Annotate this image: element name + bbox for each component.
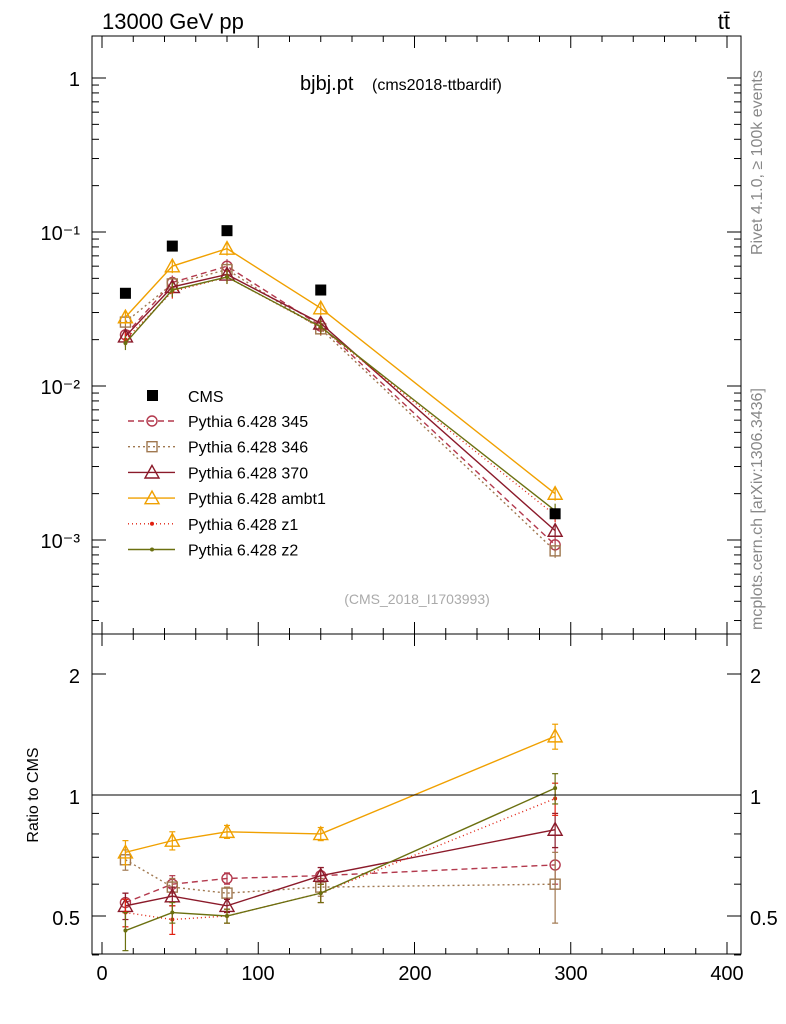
legend-entry-series-4: Pythia 6.428 z1 <box>128 517 298 534</box>
series-2-ratio-point <box>164 887 181 903</box>
legend-marker-cms <box>147 390 158 401</box>
y-tick-label-1: 1 <box>69 69 80 91</box>
series-5-ratio-point <box>225 914 229 918</box>
x-tick-label-100: 100 <box>241 963 274 985</box>
legend-label-series-0: Pythia 6.428 345 <box>188 414 308 431</box>
series-3-point <box>218 240 236 255</box>
series-3-ratio-point <box>546 727 564 743</box>
cms-data-point <box>315 284 327 296</box>
legend-label-cms: CMS <box>188 389 224 406</box>
series-3-point <box>312 299 329 315</box>
legend-entry-series-0: Pythia 6.428 345 <box>128 414 308 431</box>
legend-label-series-4: Pythia 6.428 z1 <box>188 517 298 534</box>
legend-series-group: Pythia 6.428 345 Pythia 6.428 346 Pythia 6… <box>128 414 326 560</box>
x-tick-label-300: 300 <box>554 963 587 985</box>
cms-data-point <box>119 287 131 299</box>
x-tick-label-400: 400 <box>710 963 743 985</box>
series-5-ratio-point <box>123 928 128 933</box>
ratio-tick-label-05: 0.5 <box>52 908 80 930</box>
legend-marker-series-3 <box>143 489 161 505</box>
series-5-ratio-point <box>553 786 558 791</box>
series-3-ratio-point <box>312 825 329 841</box>
legend-marker-series-5 <box>150 547 154 552</box>
series-3-ratio-line <box>125 735 556 854</box>
legend-label-series-5: Pythia 6.428 z2 <box>188 543 298 560</box>
ratio-plot-frame <box>91 633 742 955</box>
legend-marker-series-1 <box>146 441 158 453</box>
series-2-ratio-line <box>125 828 556 907</box>
ratio-series-group <box>117 723 564 952</box>
ratio-axis-label: Ratio to CMS <box>25 747 42 842</box>
series-5-point <box>225 275 229 280</box>
legend-entry-series-5: Pythia 6.428 z2 <box>128 543 298 560</box>
chart-title: bjbj.pt <box>300 73 354 95</box>
rivet-label: Rivet 4.1.0, ≥ 100k events <box>749 70 766 255</box>
series-3-ratio-point <box>117 843 134 859</box>
analysis-label: (CMS_2018_I1703993) <box>344 591 490 607</box>
y-tick-label-4: 10⁻³ <box>41 531 81 553</box>
y-tick-label-2: 10⁻¹ <box>41 223 81 245</box>
series-5-point <box>123 341 128 346</box>
legend-label-series-3: Pythia 6.428 ambt1 <box>188 491 326 508</box>
ratio-tick-label-right-05: 0.5 <box>750 908 778 930</box>
legend-label-series-1: Pythia 6.428 346 <box>188 440 308 457</box>
legend-marker-series-4 <box>150 521 154 526</box>
series-3-point <box>164 257 181 273</box>
series-1-point <box>549 545 561 557</box>
cms-data-points <box>119 225 561 520</box>
legend-marker-series-0 <box>146 415 158 427</box>
legend-entry-series-3: Pythia 6.428 ambt1 <box>128 489 326 508</box>
series-2-ratio-point <box>546 821 564 836</box>
series-5-ratio-line <box>125 787 556 932</box>
series-2-point <box>546 522 564 537</box>
cms-data-point <box>549 508 561 520</box>
ratio-tick-label-right-1: 1 <box>750 787 761 809</box>
chart-subtitle: (cms2018-ttbardif) <box>372 77 502 94</box>
x-tick-label-0: 0 <box>96 963 107 985</box>
x-tick-label-200: 200 <box>398 963 431 985</box>
legend-entry-series-1: Pythia 6.428 346 <box>128 440 308 457</box>
series-3-ratio-point <box>164 832 181 847</box>
series-1-ratio-point <box>549 878 561 890</box>
legend-marker-series-2 <box>143 463 161 479</box>
energy-label: 13000 GeV pp <box>102 9 244 34</box>
series-3-point <box>117 308 134 324</box>
ratio-tick-label-right-2: 2 <box>750 666 761 688</box>
series-5-point <box>318 324 323 329</box>
y-tick-label-3: 10⁻² <box>41 377 81 399</box>
series-3-point <box>546 485 564 500</box>
ratio-tick-label-1: 1 <box>69 787 80 809</box>
series-5-ratio-point <box>170 910 175 915</box>
main-series-group <box>117 240 564 558</box>
cms-data-point <box>166 240 178 252</box>
series-0-ratio-point <box>221 872 233 885</box>
series-2-ratio-point <box>312 867 329 882</box>
series-5-ratio-point <box>318 891 323 896</box>
cms-data-point <box>221 225 233 237</box>
ratio-tick-label-2: 2 <box>69 666 80 688</box>
mcplots-label: mcplots.cern.ch [arXiv:1306.3436] <box>749 388 766 630</box>
series-5-point <box>170 288 175 293</box>
legend-entry-cms: CMS <box>147 389 224 406</box>
series-3-ratio-point <box>218 823 236 839</box>
series-1-ratio-line <box>125 859 556 894</box>
process-label: tt̄ <box>718 9 730 34</box>
legend-entry-series-2: Pythia 6.428 370 <box>128 463 308 482</box>
series-1-line <box>124 268 556 552</box>
series-0-line <box>124 265 556 546</box>
legend-label-series-2: Pythia 6.428 370 <box>188 465 308 482</box>
